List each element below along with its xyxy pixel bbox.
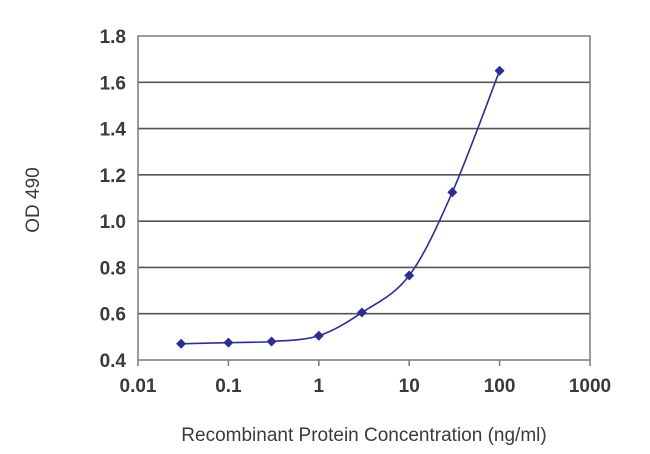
y-tick-label: 0.6	[100, 305, 126, 326]
data-point	[223, 337, 234, 348]
data-point	[494, 65, 505, 76]
y-tick-label: 0.4	[100, 351, 127, 372]
y-tick-label: 1.2	[100, 166, 126, 187]
y-tick-label: 1.6	[100, 73, 126, 94]
plot-frame	[137, 35, 591, 361]
x-tick-label: 1	[314, 376, 325, 397]
x-axis-tick-labels: 0.01 0.1 1 10 100 1000	[120, 376, 612, 397]
y-axis-tick-labels: 0.4 0.6 0.8 1.0 1.2 1.4 1.6 1.8	[100, 27, 127, 372]
grid-layer	[138, 81, 590, 315]
x-axis-ticks	[137, 360, 591, 366]
x-tick-label: 0.01	[120, 376, 157, 397]
y-tick-label: 1.4	[100, 120, 127, 141]
data-point	[356, 307, 367, 318]
data-point	[266, 336, 277, 347]
data-point	[313, 330, 324, 341]
data-point	[447, 187, 458, 198]
y-tick-label: 1.0	[100, 212, 126, 233]
data-point	[176, 338, 187, 349]
y-tick-label: 0.8	[100, 258, 126, 279]
x-tick-label: 0.1	[215, 376, 242, 397]
series-line	[181, 70, 501, 345]
data-point	[404, 270, 415, 281]
x-tick-label: 1000	[569, 376, 611, 397]
x-axis-label: Recombinant Protein Concentration (ng/ml…	[181, 425, 546, 446]
y-axis-label: OD 490	[23, 167, 44, 232]
x-tick-label: 10	[399, 376, 420, 397]
x-tick-label: 100	[484, 376, 516, 397]
y-tick-label: 1.8	[100, 27, 126, 48]
data-points	[176, 65, 505, 349]
